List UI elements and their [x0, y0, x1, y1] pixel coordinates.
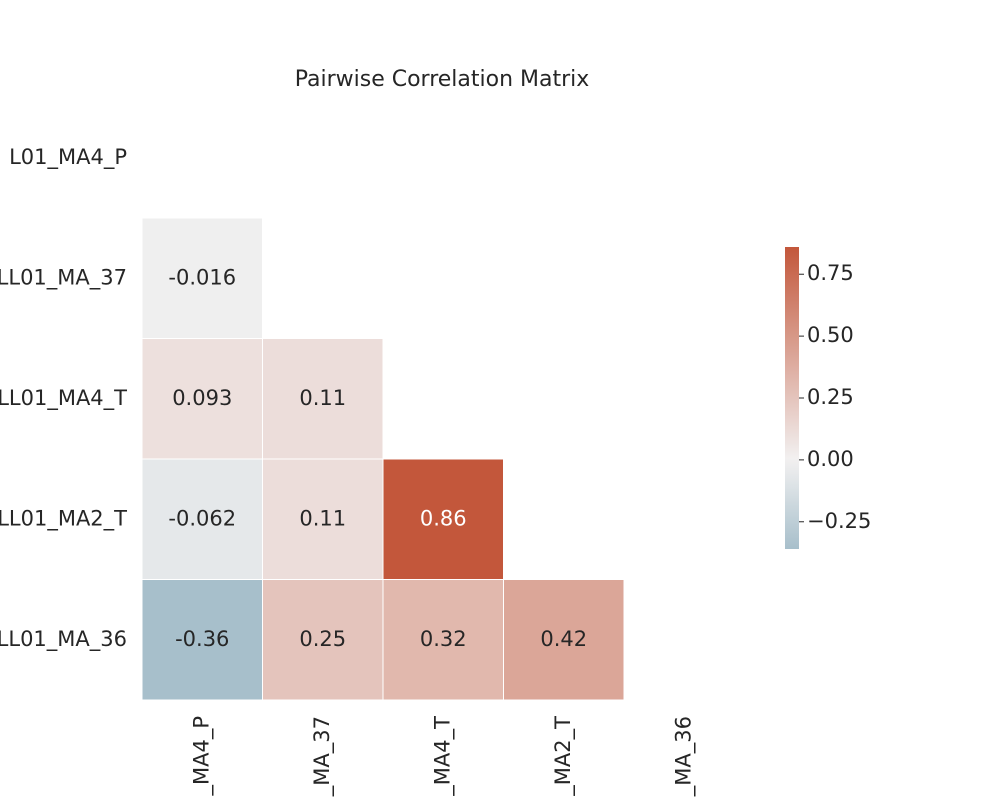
heatmap-cell [503, 579, 625, 701]
cell-label: 0.42 [540, 627, 587, 651]
cell-label: -0.36 [175, 627, 229, 651]
colorbar-tick-label: 0.75 [807, 261, 854, 285]
col-label: _MA4_T [430, 716, 455, 797]
chart-title: Pairwise Correlation Matrix [295, 67, 590, 92]
cell-label: -0.016 [168, 265, 236, 289]
heatmap-cell [262, 338, 384, 460]
cell-label: 0.093 [172, 386, 232, 410]
colorbar-tick-label: 0.00 [807, 447, 854, 471]
cell-label: 0.86 [420, 506, 467, 530]
heatmap-cell [141, 217, 263, 339]
colorbar-tick-label: 0.50 [807, 323, 854, 347]
heatmap-cell [141, 579, 263, 701]
cell-label: 0.32 [420, 627, 467, 651]
cell-label: 0.11 [299, 386, 346, 410]
col-label: _MA2_T [551, 716, 576, 797]
heatmap-cell [382, 579, 504, 701]
row-label: LL01_MA4_T [0, 386, 127, 411]
heatmap-cell [262, 579, 384, 701]
heatmap-cell [262, 458, 384, 580]
row-label: LL01_MA_36 [0, 627, 127, 652]
cell-label: 0.25 [299, 627, 346, 651]
heatmap-cell [141, 338, 263, 460]
colorbar-tick-label: 0.25 [807, 385, 854, 409]
row-label: LL01_MA2_T [0, 506, 127, 531]
colorbar [785, 247, 799, 549]
col-label: _MA_36 [671, 716, 696, 797]
row-label: L01_MA4_P [9, 145, 127, 170]
heatmap-cell [141, 458, 263, 580]
col-label: _MA_37 [310, 716, 335, 797]
cell-label: -0.062 [168, 506, 236, 530]
row-label: LL01_MA_37 [0, 265, 127, 290]
colorbar-tick-label: −0.25 [807, 509, 871, 533]
col-label: _MA4_P [189, 716, 214, 797]
heatmap-cell [382, 458, 504, 580]
cell-label: 0.11 [299, 506, 346, 530]
